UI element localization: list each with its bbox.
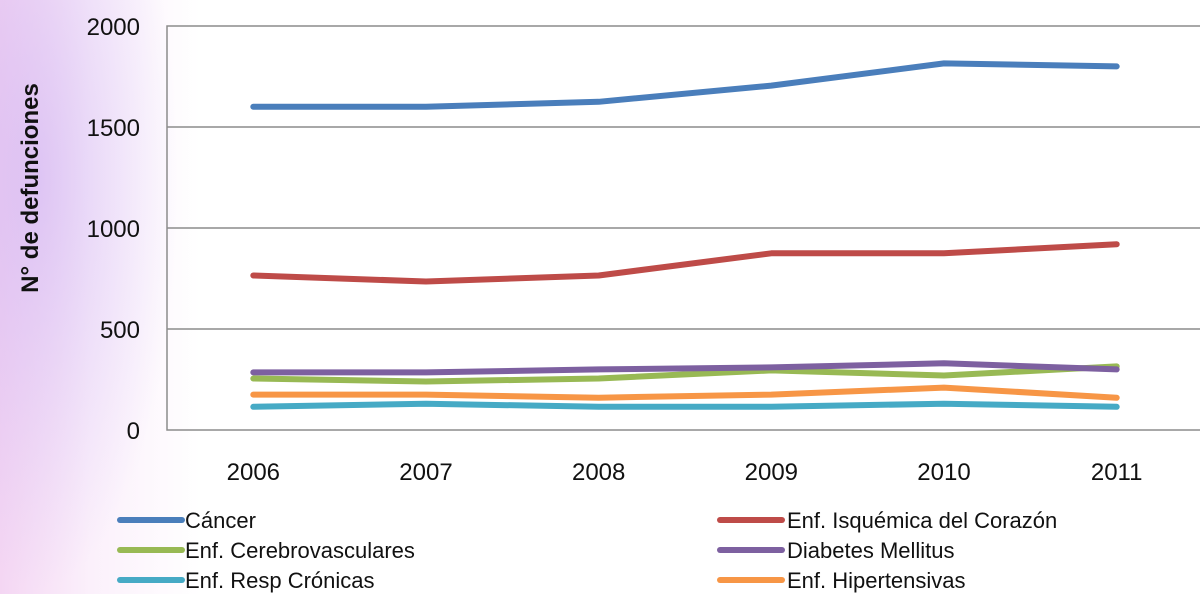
legend-label: Diabetes Mellitus [787,538,955,563]
legend: Cáncer Enf. Isquémica del Corazón Enf. Cer… [117,508,1057,593]
background-glow [0,0,180,594]
series-lines [250,60,1120,410]
legend-label: Enf. Cerebrovasculares [185,538,415,563]
series-line [250,363,1120,385]
legend-label: Cáncer [185,508,256,533]
y-tick-label: 1000 [87,216,140,243]
gridlines [167,126,1200,330]
x-tick-label: 2010 [917,459,970,486]
series-line [250,384,1120,401]
x-axis-ticks: 2006 2007 2008 2009 2010 2011 [227,459,1143,486]
series-line [250,60,1120,110]
y-tick-label: 500 [100,317,140,344]
y-axis-label: N° de defunciones [17,83,44,293]
y-axis-ticks: 0 500 1000 1500 2000 [87,14,140,445]
y-tick-label: 2000 [87,14,140,41]
series-line [250,241,1120,285]
plot-area-frame [166,25,1200,431]
y-tick-label: 1500 [87,115,140,142]
x-tick-label: 2007 [399,459,452,486]
x-tick-label: 2009 [745,459,798,486]
legend-label: Enf. Resp Crónicas [185,568,375,593]
x-tick-label: 2011 [1091,459,1143,486]
y-tick-label: 0 [127,418,140,445]
series-line [250,400,1120,410]
legend-label: Enf. Hipertensivas [787,568,966,593]
x-tick-label: 2008 [572,459,625,486]
legend-label: Enf. Isquémica del Corazón [787,508,1057,533]
series-line [250,360,1120,376]
x-tick-label: 2006 [227,459,280,486]
